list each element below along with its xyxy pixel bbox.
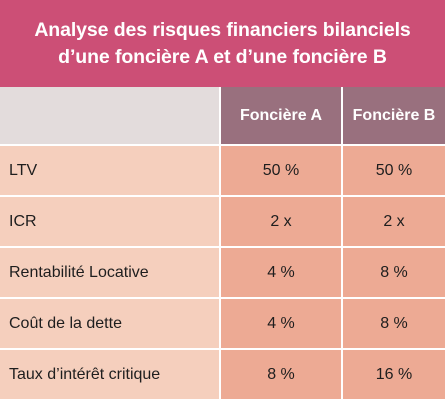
column-header-fonciere-a: Foncière A [219,87,342,146]
cell-ltv-fonciere-b: 50 % [341,145,445,197]
row-label-rentabilite-locative: Rentabilité Locative [0,247,220,299]
cell-rentabilite-fonciere-a: 4 % [219,247,342,299]
cell-cout-dette-fonciere-b: 8 % [341,298,445,350]
cell-taux-critique-fonciere-a: 8 % [219,349,342,401]
table-row-ltv: LTV 50 % 50 % [0,145,445,197]
table-header-row: Foncière A Foncière B [0,87,445,146]
row-label-icr: ICR [0,196,220,248]
risk-analysis-table: Foncière A Foncière B LTV 50 % 50 % ICR … [0,87,445,401]
cell-rentabilite-fonciere-b: 8 % [341,247,445,299]
cell-cout-dette-fonciere-a: 4 % [219,298,342,350]
table-corner-cell [0,87,221,146]
title-banner: Analyse des risques financiers bilanciel… [0,0,445,87]
table-row-icr: ICR 2 x 2 x [0,196,445,248]
column-header-fonciere-b: Foncière B [341,87,445,146]
title-line-2: d’une foncière A et d’une foncière B [58,45,387,68]
table-row-rentabilite-locative: Rentabilité Locative 4 % 8 % [0,247,445,299]
cell-ltv-fonciere-a: 50 % [219,145,342,197]
cell-taux-critique-fonciere-b: 16 % [341,349,445,401]
cell-icr-fonciere-b: 2 x [341,196,445,248]
cell-icr-fonciere-a: 2 x [219,196,342,248]
table-row-cout-dette: Coût de la dette 4 % 8 % [0,298,445,350]
row-label-cout-dette: Coût de la dette [0,298,220,350]
table-row-taux-critique: Taux d’intérêt critique 8 % 16 % [0,349,445,401]
row-label-taux-critique: Taux d’intérêt critique [0,349,220,401]
row-label-ltv: LTV [0,145,220,197]
title-line-1: Analyse des risques financiers bilanciel… [34,18,411,41]
